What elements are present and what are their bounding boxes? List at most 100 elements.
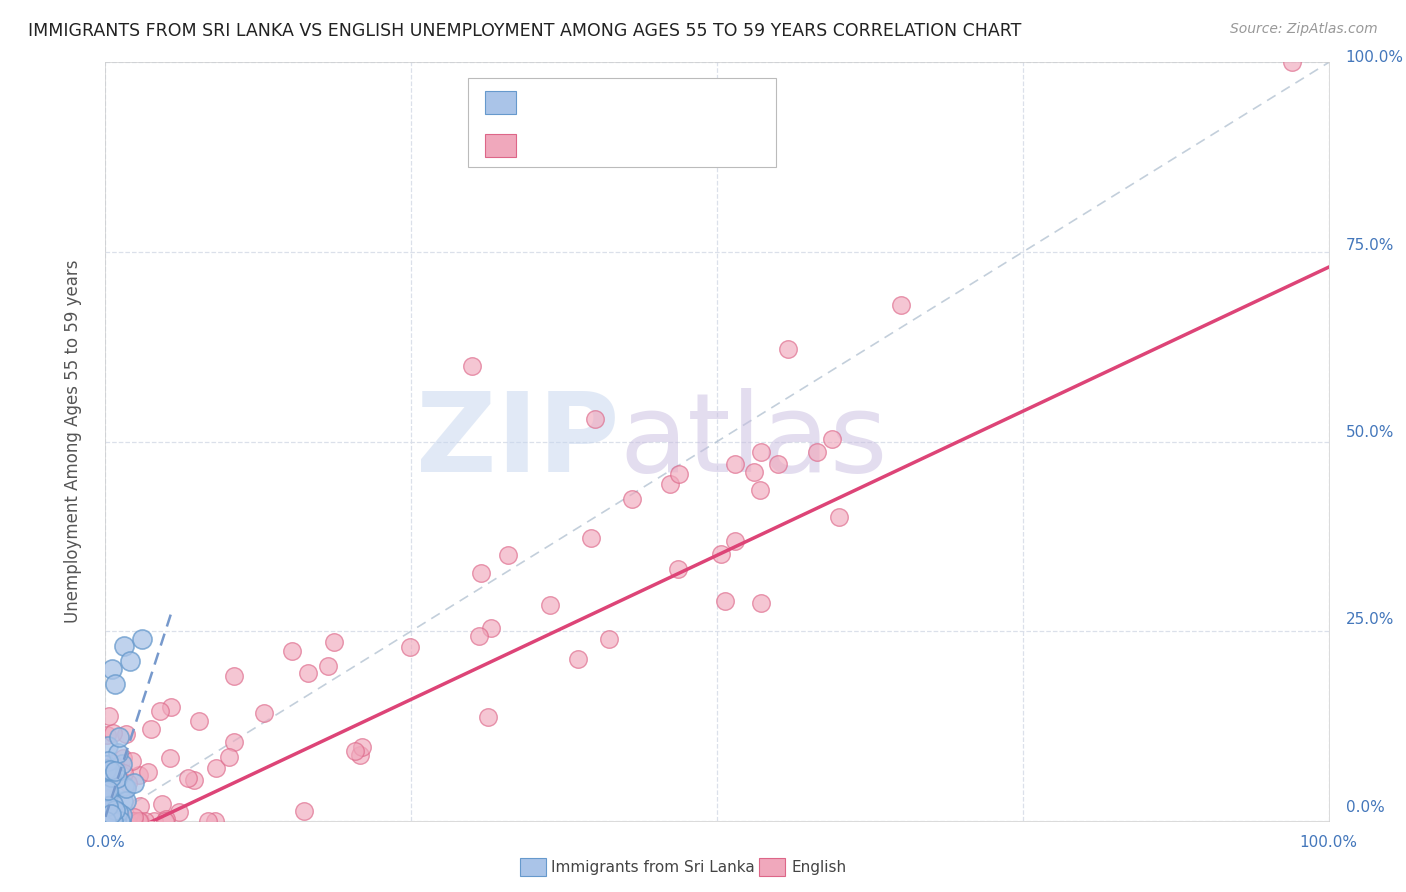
Point — [103, 797, 125, 811]
Point — [188, 714, 211, 728]
Point — [97, 814, 120, 828]
Point — [149, 704, 172, 718]
Text: 0.222: 0.222 — [564, 95, 612, 110]
Text: English: English — [792, 860, 846, 874]
Point — [776, 343, 799, 357]
Point — [107, 770, 129, 784]
Point — [150, 797, 173, 812]
Point — [461, 359, 484, 373]
Point — [749, 445, 772, 459]
Point — [204, 814, 226, 828]
Point — [479, 621, 502, 635]
Point — [96, 728, 118, 742]
Text: R =: R = — [524, 95, 558, 110]
Point — [97, 708, 120, 723]
Point — [96, 801, 118, 815]
Point — [100, 770, 122, 784]
Point — [139, 723, 162, 737]
Point — [103, 814, 125, 828]
Point — [107, 814, 129, 828]
Text: N =: N = — [623, 95, 657, 110]
Point — [197, 814, 219, 828]
Y-axis label: Unemployment Among Ages 55 to 59 years: Unemployment Among Ages 55 to 59 years — [63, 260, 82, 624]
Point — [94, 784, 117, 798]
Point — [352, 739, 374, 754]
Point — [96, 762, 118, 776]
Point — [103, 814, 125, 828]
Point — [253, 706, 276, 720]
Point — [96, 809, 118, 823]
Point — [142, 814, 165, 828]
Point — [100, 814, 122, 828]
Point — [104, 814, 127, 828]
Point — [399, 640, 422, 654]
Point — [101, 814, 124, 828]
Point — [107, 746, 129, 760]
Point — [105, 814, 128, 828]
Point — [101, 814, 124, 828]
Point — [101, 814, 124, 828]
Point — [127, 814, 149, 828]
Point — [128, 814, 150, 828]
Point — [105, 814, 128, 828]
Point — [724, 533, 747, 548]
Point — [122, 776, 145, 790]
Point — [101, 812, 124, 826]
Point — [218, 750, 240, 764]
Point — [100, 814, 122, 828]
Point — [567, 652, 589, 666]
Point — [98, 814, 121, 828]
Point — [281, 644, 304, 658]
Point — [183, 773, 205, 788]
Point — [100, 814, 122, 828]
Point — [155, 812, 177, 826]
Text: IMMIGRANTS FROM SRI LANKA VS ENGLISH UNEMPLOYMENT AMONG AGES 55 TO 59 YEARS CORR: IMMIGRANTS FROM SRI LANKA VS ENGLISH UNE… — [28, 22, 1022, 40]
Point — [98, 814, 121, 828]
Point — [110, 814, 132, 828]
Text: 100.0%: 100.0% — [1299, 836, 1358, 850]
Point — [100, 814, 122, 828]
Text: N =: N = — [623, 138, 657, 153]
Point — [659, 477, 682, 491]
Point — [101, 814, 124, 828]
Point — [666, 562, 689, 576]
Point — [101, 797, 124, 812]
Point — [107, 814, 129, 828]
Point — [323, 635, 346, 649]
Text: 25.0%: 25.0% — [1346, 613, 1393, 627]
Point — [159, 751, 181, 765]
Point — [97, 755, 120, 769]
Point — [111, 794, 134, 808]
Point — [118, 655, 141, 669]
Point — [98, 814, 121, 828]
Point — [583, 412, 606, 426]
Point — [110, 814, 132, 828]
Point — [121, 814, 143, 828]
Point — [129, 814, 152, 828]
Point — [343, 744, 366, 758]
Point — [477, 709, 499, 723]
Point — [97, 814, 120, 828]
Point — [94, 814, 117, 828]
Point — [111, 814, 134, 828]
Point — [100, 765, 122, 780]
Point — [108, 730, 131, 744]
Text: Source: ZipAtlas.com: Source: ZipAtlas.com — [1230, 22, 1378, 37]
Point — [100, 806, 122, 821]
Text: 0.675: 0.675 — [564, 138, 612, 153]
Point — [828, 510, 851, 524]
Point — [103, 798, 125, 813]
Point — [468, 629, 491, 643]
Text: ZIP: ZIP — [416, 388, 619, 495]
Point — [110, 757, 132, 772]
Point — [820, 432, 842, 446]
Point — [349, 747, 371, 762]
Point — [124, 814, 146, 828]
Point — [205, 761, 228, 775]
Point — [105, 762, 128, 776]
Point — [94, 814, 117, 828]
Point — [97, 785, 120, 799]
Point — [167, 805, 190, 820]
Text: 54: 54 — [661, 95, 682, 110]
Point — [177, 771, 200, 785]
